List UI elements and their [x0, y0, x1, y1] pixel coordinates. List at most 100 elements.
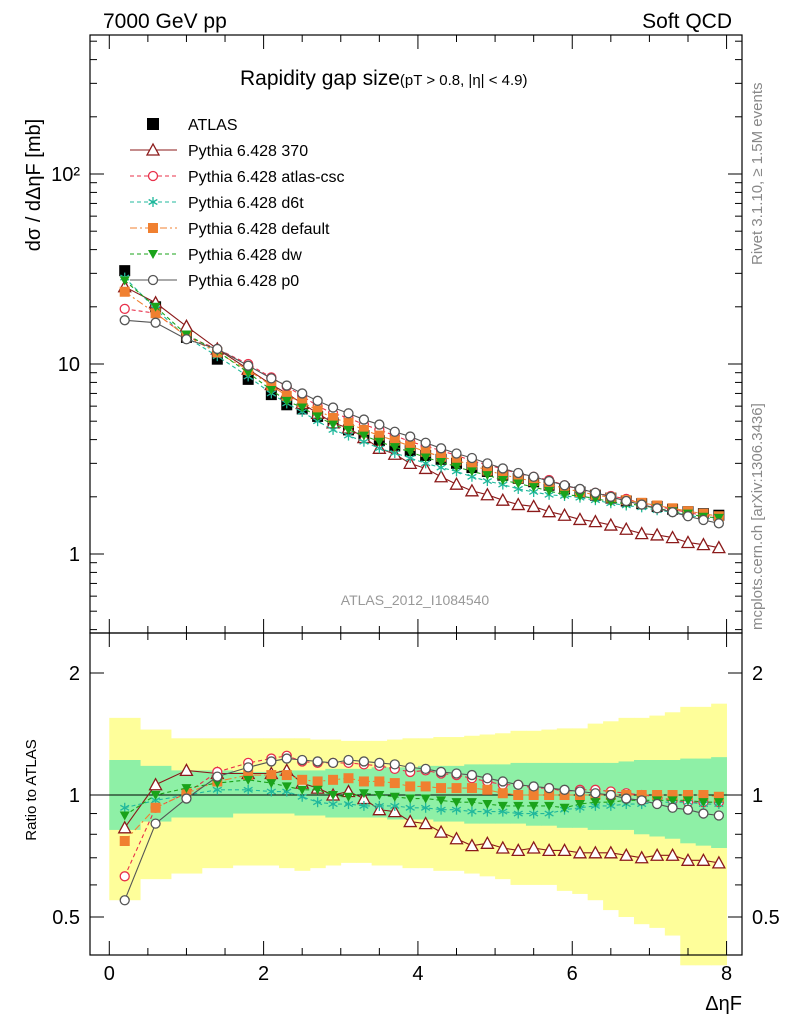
- main-series-pythia-6-428-370: [117, 279, 726, 554]
- main-data-point: [150, 317, 161, 328]
- main-data-point: [619, 521, 634, 535]
- ratio-data-point: [150, 791, 161, 800]
- ratio-data-point: [119, 895, 130, 906]
- ratio-data-point: [297, 754, 308, 766]
- main-data-point: [513, 467, 524, 479]
- ratio-data-point: [667, 802, 678, 813]
- main-series-line: [124, 280, 719, 519]
- ratio-data-point: [451, 768, 462, 779]
- ratio-data-point: [528, 781, 539, 792]
- main-data-point: [436, 457, 447, 467]
- main-y-tick-label: 10: [58, 354, 80, 376]
- header-right: Soft QCD: [642, 10, 732, 33]
- ratio-data-point: [328, 799, 338, 810]
- ratio-data-point: [374, 800, 385, 811]
- main-data-point: [119, 303, 130, 315]
- ratio-data-point: [389, 778, 400, 789]
- ratio-data-point: [420, 763, 431, 775]
- header-left: 7000 GeV pp: [103, 10, 227, 33]
- main-data-point: [464, 483, 480, 497]
- ratio-data-point: [358, 756, 370, 767]
- main-data-point: [621, 495, 632, 507]
- ratio-data-point: [543, 782, 555, 794]
- main-series-atlas: [119, 265, 725, 521]
- legend-label: Pythia 6.428 default: [188, 221, 330, 238]
- main-data-point: [327, 402, 339, 413]
- main-data-point: [297, 388, 308, 399]
- main-data-point: [435, 443, 447, 454]
- ratio-data-point: [119, 811, 130, 821]
- legend-marker: [147, 118, 159, 130]
- ratio-y-tick-label: 0.5: [52, 907, 80, 929]
- ratio-data-point: [572, 845, 588, 859]
- main-data-point: [651, 503, 663, 514]
- ratio-data-point: [665, 847, 680, 861]
- ratio-data-point: [436, 783, 447, 794]
- ratio-data-point: [374, 757, 385, 769]
- main-data-point: [389, 435, 400, 446]
- main-data-point: [119, 286, 130, 297]
- ratio-data-point: [590, 788, 601, 799]
- main-data-point: [119, 276, 130, 286]
- main-data-point: [451, 448, 462, 459]
- main-data-point: [243, 360, 254, 371]
- main-data-point: [343, 425, 354, 435]
- main-data-point: [358, 424, 369, 435]
- main-series-line: [124, 286, 719, 549]
- ratio-band-inner: [402, 767, 419, 820]
- main-panel: 1 10 10² Rapidity gap size(pT > 0.8, |η| <…: [23, 34, 743, 634]
- main-data-point: [389, 426, 400, 437]
- main-data-point: [420, 453, 431, 463]
- ratio-data-point: [698, 798, 709, 808]
- ratio-data-point: [542, 843, 557, 857]
- main-data-point: [119, 265, 131, 277]
- legend-item-pythia-6-428-default: Pythia 6.428 default: [130, 221, 330, 238]
- ratio-data-point: [634, 850, 649, 864]
- main-data-point: [328, 420, 339, 430]
- main-data-point: [343, 408, 354, 419]
- main-series-pythia-6-428-atlas-csc: [119, 303, 725, 522]
- ratio-data-point: [181, 788, 192, 799]
- main-data-point: [466, 452, 478, 464]
- main-series-line: [124, 308, 719, 518]
- ratio-data-point: [420, 794, 431, 804]
- main-data-point: [266, 385, 277, 395]
- legend-item-pythia-6-428-d6t: Pythia 6.428 d6t: [130, 195, 304, 212]
- legend-label: Pythia 6.428 atlas-csc: [188, 169, 345, 186]
- legend-label: Pythia 6.428 370: [188, 143, 308, 160]
- main-data-point: [281, 390, 292, 401]
- ratio-panel: 0 2 4 6 8 0.5 0.5 1 1 2 2 Ratio to ATLAS ΔηF: [23, 632, 780, 1015]
- ratio-data-point: [328, 791, 339, 800]
- main-data-point: [482, 465, 493, 476]
- ratio-data-point: [497, 801, 508, 811]
- main-title-text: Rapidity gap size: [240, 67, 400, 90]
- ratio-data-point: [266, 756, 277, 767]
- main-data-point: [150, 302, 161, 312]
- legend-item-atlas: ATLAS: [147, 117, 238, 134]
- legend-label: Pythia 6.428 d6t: [188, 195, 304, 212]
- ratio-data-point: [603, 845, 618, 859]
- ratio-series-pythia-6-428-dw: [119, 775, 724, 821]
- x-tick-label: 4: [412, 963, 423, 985]
- ratio-data-point: [636, 790, 647, 800]
- main-title-cuts: (pT > 0.8, |η| < 4.9): [400, 72, 528, 89]
- main-series-pythia-6-428-p0: [119, 315, 725, 529]
- main-data-point: [682, 511, 694, 522]
- ratio-data-point: [513, 790, 524, 800]
- ratio-data-point: [243, 775, 254, 785]
- analysis-label: ATLAS_2012_I1084540: [341, 592, 490, 608]
- legend-marker: [148, 223, 158, 233]
- ratio-data-point: [312, 797, 323, 808]
- ratio-data-point: [436, 804, 446, 815]
- main-data-point: [451, 455, 462, 466]
- ratio-data-point: [343, 773, 354, 784]
- ratio-data-point: [405, 781, 416, 792]
- main-data-point: [698, 514, 709, 526]
- main-data-point: [405, 447, 416, 457]
- ratio-data-point: [559, 790, 570, 800]
- ratio-data-point: [343, 754, 354, 766]
- ratio-series-pythia-6-428-370: [117, 763, 726, 869]
- main-data-point: [358, 414, 370, 425]
- ratio-data-point: [150, 818, 161, 829]
- main-data-point: [667, 507, 678, 518]
